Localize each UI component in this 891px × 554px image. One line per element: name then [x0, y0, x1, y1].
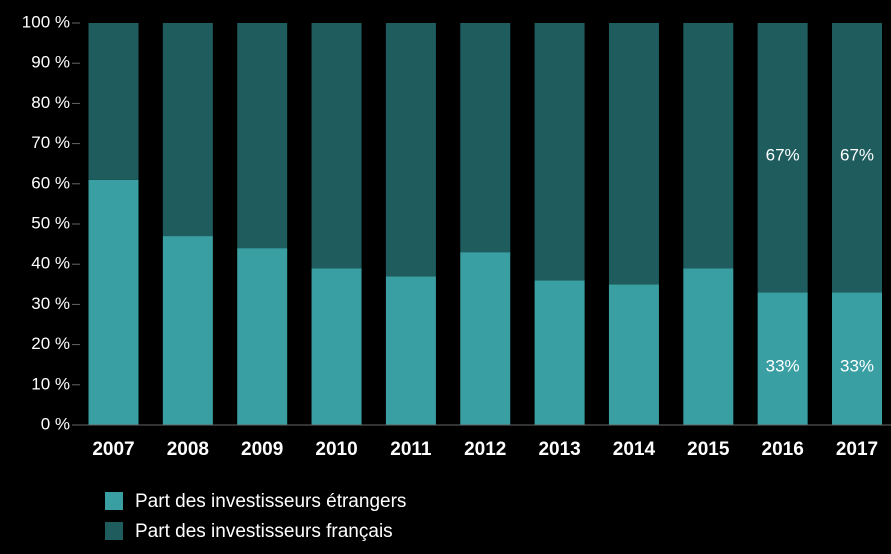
bar-segment — [88, 23, 139, 180]
bar-segment — [311, 268, 362, 425]
legend-label: Part des investisseurs français — [135, 521, 393, 542]
bar-segment — [757, 292, 808, 425]
bar-segment — [237, 248, 288, 425]
x-tick-label: 2014 — [613, 439, 656, 460]
bar-segment — [683, 268, 734, 425]
bar-segment — [460, 23, 511, 253]
bar-segment — [385, 23, 436, 277]
value-label: 67% — [766, 145, 800, 164]
bar-segment — [311, 23, 362, 269]
bar-segment — [757, 23, 808, 293]
y-tick-label: 50 % — [31, 213, 70, 232]
x-tick-label: 2011 — [390, 439, 432, 460]
y-tick-label: 90 % — [31, 53, 70, 72]
y-tick-label: 70 % — [31, 133, 70, 152]
y-tick-label: 100 % — [22, 12, 70, 31]
bar-segment — [534, 23, 585, 281]
bar-segment — [162, 23, 213, 237]
value-label: 33% — [766, 356, 800, 375]
y-tick-label: 60 % — [31, 173, 70, 192]
bar-segment — [385, 276, 436, 425]
bar-segment — [237, 23, 288, 249]
y-tick-label: 0 % — [41, 414, 70, 433]
x-tick-label: 2009 — [241, 439, 283, 460]
x-tick-label: 2017 — [836, 439, 878, 460]
bar-segment — [162, 236, 213, 425]
bar-segment — [608, 23, 659, 285]
bar-segment — [608, 284, 659, 425]
y-tick-label: 20 % — [31, 334, 70, 353]
y-tick-label: 40 % — [31, 254, 70, 273]
y-tick-label: 30 % — [31, 294, 70, 313]
bar-segment — [832, 23, 882, 293]
legend-swatch — [105, 492, 123, 510]
y-tick-label: 10 % — [31, 374, 70, 393]
x-tick-label: 2013 — [538, 439, 580, 460]
x-tick-label: 2007 — [92, 439, 134, 460]
value-label: 33% — [840, 356, 874, 375]
x-tick-label: 2015 — [687, 439, 730, 460]
x-tick-label: 2012 — [464, 439, 506, 460]
bar-segment — [832, 292, 882, 425]
bar-segment — [534, 280, 585, 425]
legend-swatch — [105, 522, 123, 540]
y-tick-label: 80 % — [31, 93, 70, 112]
bar-segment — [683, 23, 734, 269]
x-tick-label: 2008 — [167, 439, 209, 460]
x-tick-label: 2010 — [315, 439, 357, 460]
x-tick-label: 2016 — [762, 439, 804, 460]
legend-label: Part des investisseurs étrangers — [135, 491, 406, 512]
bar-segment — [460, 252, 511, 425]
bar-segment — [88, 179, 139, 425]
value-label: 67% — [840, 145, 874, 164]
